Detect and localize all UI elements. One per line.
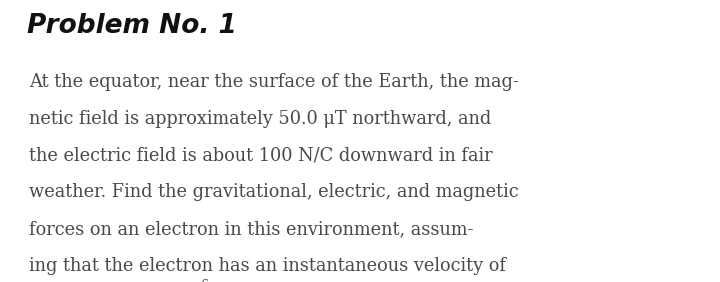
Text: weather. Find the gravitational, electric, and magnetic: weather. Find the gravitational, electri… <box>29 183 518 201</box>
Text: netic field is approximately 50.0 μT northward, and: netic field is approximately 50.0 μT nor… <box>29 110 491 128</box>
Text: ing that the electron has an instantaneous velocity of: ing that the electron has an instantaneo… <box>29 257 505 275</box>
Text: At the equator, near the surface of the Earth, the mag-: At the equator, near the surface of the … <box>29 73 518 91</box>
Text: 6: 6 <box>200 279 208 282</box>
Text: the electric field is about 100 N/C downward in fair: the electric field is about 100 N/C down… <box>29 147 492 165</box>
Text: forces on an electron in this environment, assum-: forces on an electron in this environmen… <box>29 220 473 238</box>
Text: Problem No. 1: Problem No. 1 <box>27 13 237 39</box>
